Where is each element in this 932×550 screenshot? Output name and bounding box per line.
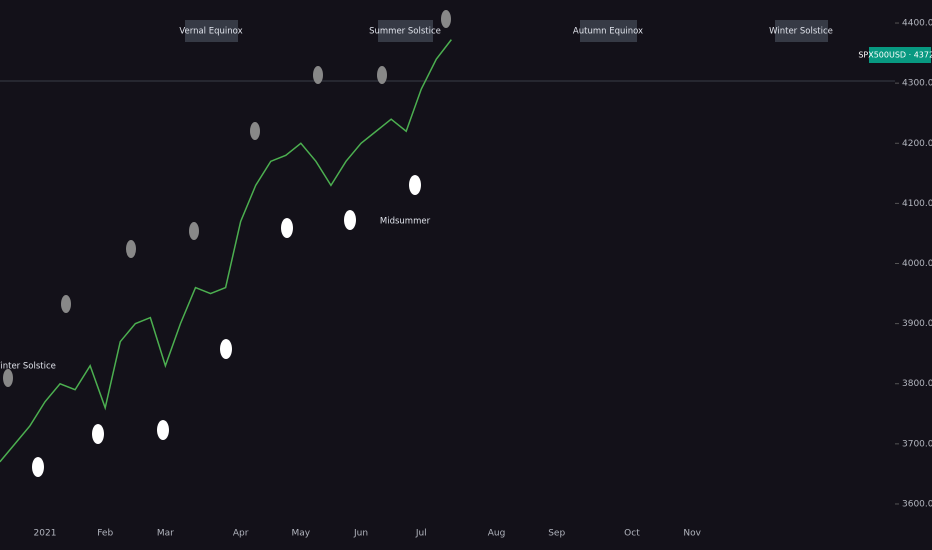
full-moon-icons xyxy=(32,175,421,477)
y-tick-label: 4300.0 xyxy=(902,79,932,89)
y-tick-label: 3800.0 xyxy=(902,379,932,389)
annotation: Vernal Equinox xyxy=(179,27,242,37)
annotation: Summer Solstice xyxy=(369,27,441,37)
x-tick-label: Sep xyxy=(548,529,565,539)
annotation: Autumn Equinox xyxy=(573,27,643,37)
x-tick-label: Jun xyxy=(353,529,368,539)
x-tick-label: Aug xyxy=(488,529,506,539)
x-tick-label: Oct xyxy=(624,529,640,539)
x-tick-label: May xyxy=(292,529,311,539)
last-price-box xyxy=(869,47,931,63)
x-tick-label: Mar xyxy=(157,529,174,539)
x-tick-label: 2021 xyxy=(34,529,57,539)
annotation: Midsummer xyxy=(380,217,431,227)
annotation: Winter Solstice xyxy=(0,362,56,372)
x-tick-label: Feb xyxy=(97,529,113,539)
annotation-boxes xyxy=(185,20,828,42)
moon-icons xyxy=(3,10,451,387)
y-tick-label: 3900.0 xyxy=(902,319,932,329)
y-tick-label: 4200.0 xyxy=(902,139,932,149)
y-tick-label: 4100.0 xyxy=(902,199,932,209)
y-tick-label: 3600.0 xyxy=(902,499,932,509)
annotation: Winter Solstice xyxy=(769,27,833,37)
x-tick-label: Nov xyxy=(683,529,701,539)
y-tick-label: 4400.0 xyxy=(902,19,932,29)
price-line-series xyxy=(0,39,452,463)
y-tick-label: 3700.0 xyxy=(902,439,932,449)
last-price-label: SPX500USD · 4372.4 xyxy=(858,51,932,60)
y-tick-label: 4000.0 xyxy=(902,259,932,269)
x-tick-label: Jul xyxy=(415,529,427,539)
x-tick-label: Apr xyxy=(233,529,249,539)
